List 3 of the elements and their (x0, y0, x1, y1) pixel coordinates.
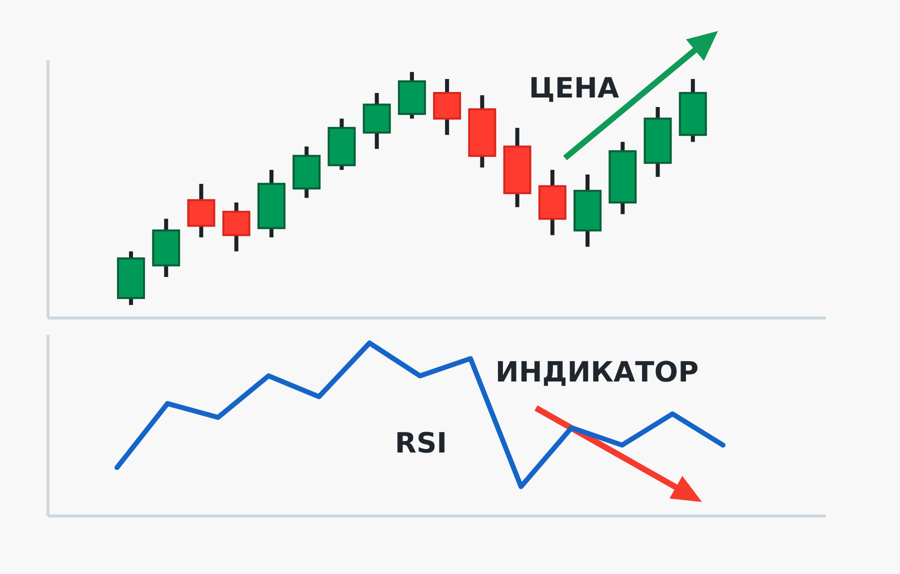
annotation: RSI (394, 426, 448, 460)
annotation: ИНДИКАТОР (495, 356, 699, 388)
annotation: ЦЕНА (528, 72, 620, 104)
